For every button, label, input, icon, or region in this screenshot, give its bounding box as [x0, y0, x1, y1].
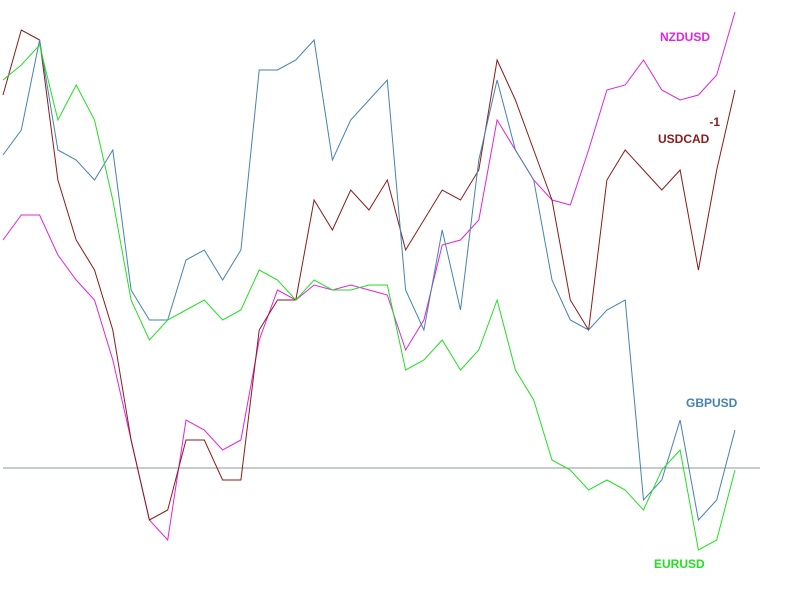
- series-label: EURUSD: [654, 557, 705, 571]
- series-line: [2, 29, 736, 521]
- series-label: NZDUSD: [660, 30, 710, 44]
- series-line: [2, 38, 736, 522]
- series-label: USDCAD: [658, 132, 710, 146]
- series-line: [2, 11, 736, 542]
- series-label: GBPUSD: [686, 396, 738, 410]
- series-annotation: -1: [709, 115, 720, 129]
- series-line: [2, 43, 736, 551]
